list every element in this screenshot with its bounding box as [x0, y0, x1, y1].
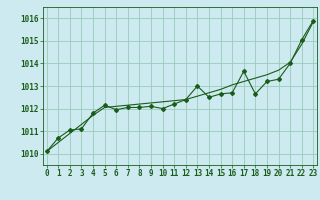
Text: Graphe pression niveau de la mer (hPa): Graphe pression niveau de la mer (hPa) [58, 184, 262, 193]
